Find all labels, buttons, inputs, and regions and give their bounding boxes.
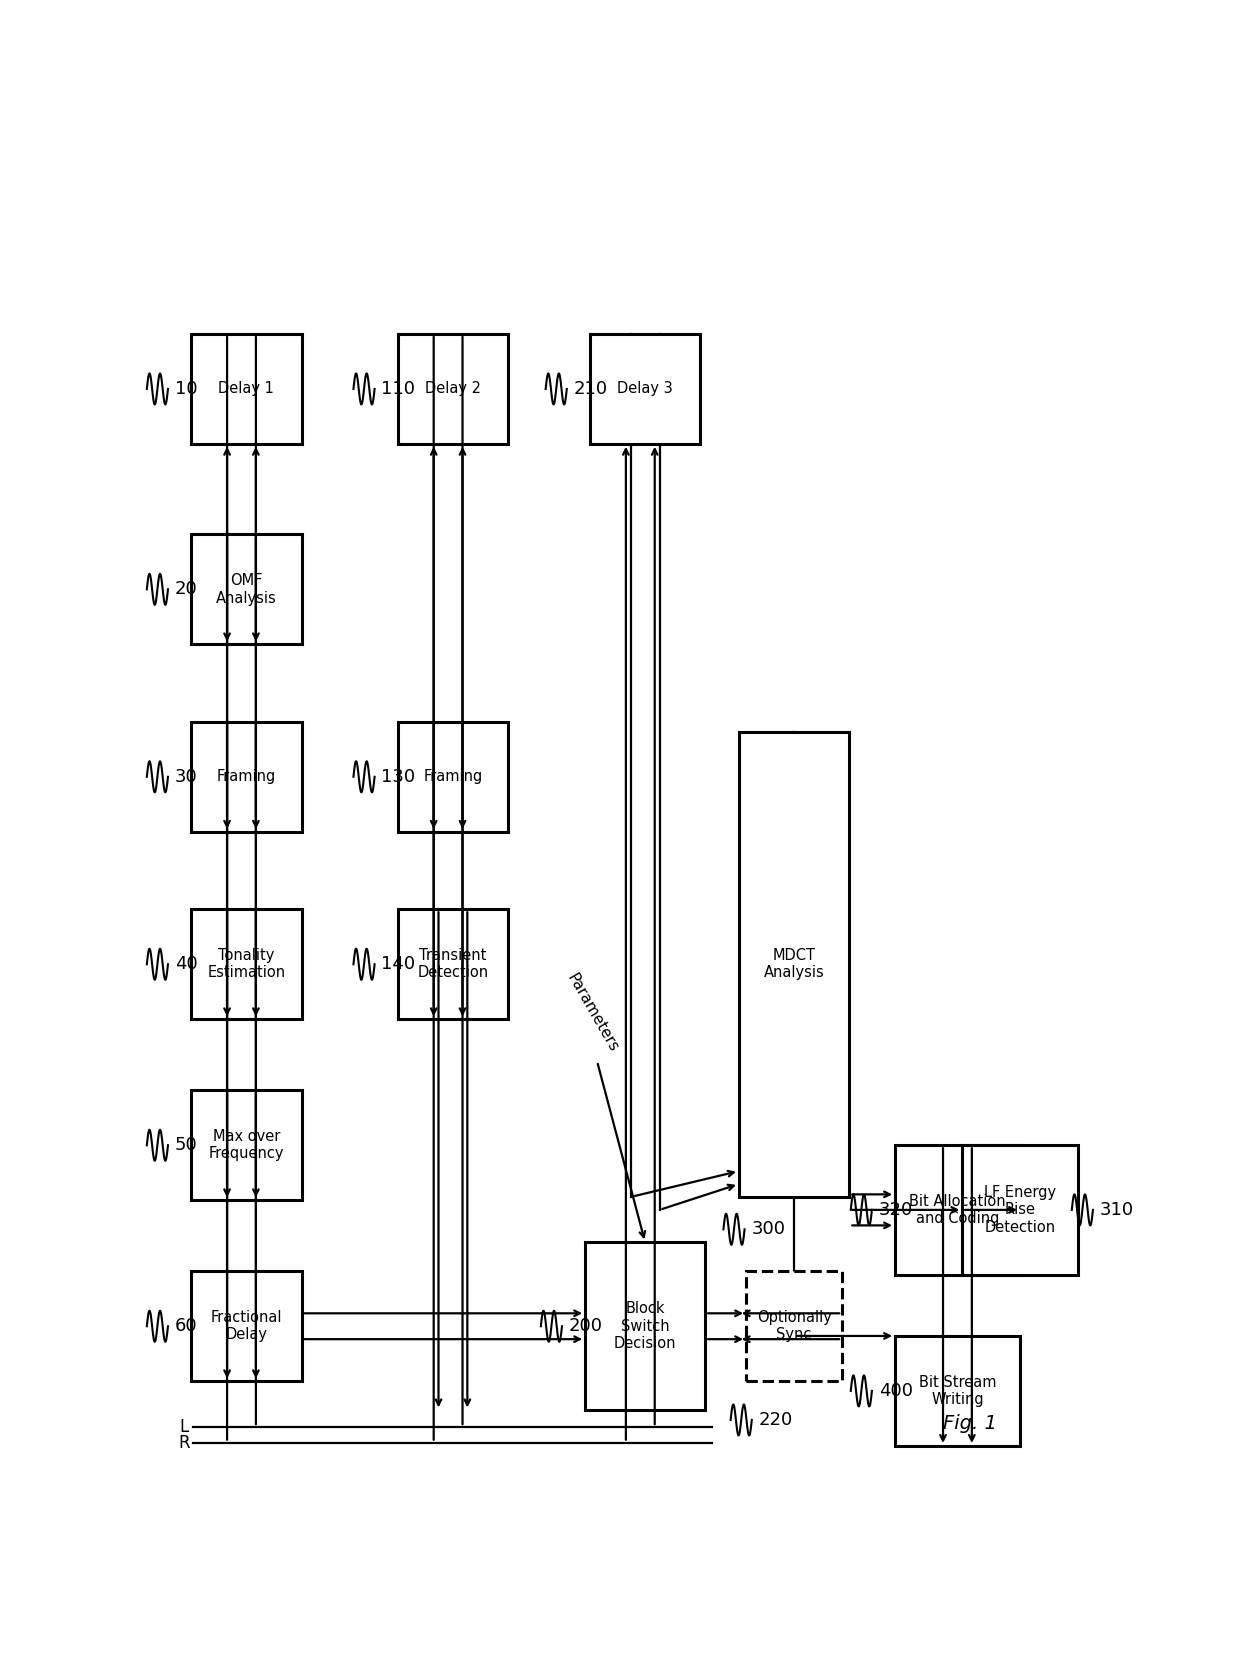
Text: 310: 310 xyxy=(1100,1200,1133,1219)
Text: 210: 210 xyxy=(574,379,608,398)
Text: Block
Switch
Decision: Block Switch Decision xyxy=(614,1301,676,1352)
Text: Max over
Frequency: Max over Frequency xyxy=(208,1128,284,1162)
Text: 400: 400 xyxy=(879,1382,913,1400)
FancyBboxPatch shape xyxy=(398,722,508,831)
Text: 20: 20 xyxy=(175,581,197,598)
FancyBboxPatch shape xyxy=(191,334,301,443)
Text: 130: 130 xyxy=(382,767,415,786)
Text: L: L xyxy=(180,1419,188,1436)
FancyBboxPatch shape xyxy=(739,732,849,1197)
Text: Transient
Detection: Transient Detection xyxy=(418,949,489,981)
FancyBboxPatch shape xyxy=(746,1271,842,1382)
Text: Parameters: Parameters xyxy=(564,970,621,1054)
Text: Tonality
Estimation: Tonality Estimation xyxy=(207,949,285,981)
Text: R: R xyxy=(179,1434,190,1452)
Text: 300: 300 xyxy=(751,1221,785,1239)
FancyBboxPatch shape xyxy=(895,1145,1019,1274)
FancyBboxPatch shape xyxy=(191,1090,301,1200)
FancyBboxPatch shape xyxy=(398,910,508,1019)
FancyBboxPatch shape xyxy=(191,722,301,831)
Text: 320: 320 xyxy=(879,1200,913,1219)
Text: LF Energy
Rise
Detection: LF Energy Rise Detection xyxy=(983,1185,1056,1234)
Text: 60: 60 xyxy=(175,1318,197,1335)
FancyBboxPatch shape xyxy=(585,1242,706,1410)
Text: 50: 50 xyxy=(175,1137,197,1153)
Text: 40: 40 xyxy=(175,955,197,974)
Text: 110: 110 xyxy=(382,379,415,398)
Text: Delay 2: Delay 2 xyxy=(425,381,481,396)
Text: 200: 200 xyxy=(569,1318,603,1335)
Text: MDCT
Analysis: MDCT Analysis xyxy=(764,949,825,981)
FancyBboxPatch shape xyxy=(398,334,508,443)
Text: OMF
Analysis: OMF Analysis xyxy=(216,573,277,606)
FancyBboxPatch shape xyxy=(191,910,301,1019)
Text: 10: 10 xyxy=(175,379,197,398)
Text: 30: 30 xyxy=(175,767,197,786)
Text: 220: 220 xyxy=(759,1410,792,1429)
Text: Delay 3: Delay 3 xyxy=(618,381,673,396)
FancyBboxPatch shape xyxy=(590,334,701,443)
Text: Framing: Framing xyxy=(217,769,277,784)
FancyBboxPatch shape xyxy=(895,1336,1019,1446)
FancyBboxPatch shape xyxy=(962,1145,1078,1274)
FancyBboxPatch shape xyxy=(191,534,301,645)
Text: Fractional
Delay: Fractional Delay xyxy=(211,1310,281,1343)
Text: Fig. 1: Fig. 1 xyxy=(942,1414,997,1432)
Text: Optionally
Sync: Optionally Sync xyxy=(756,1310,832,1343)
FancyBboxPatch shape xyxy=(191,1271,301,1382)
Text: Bit Allocation
and Coding: Bit Allocation and Coding xyxy=(909,1194,1006,1226)
Text: Bit Stream
Writing: Bit Stream Writing xyxy=(919,1375,996,1407)
Text: Delay 1: Delay 1 xyxy=(218,381,274,396)
Text: 140: 140 xyxy=(382,955,415,974)
Text: Framing: Framing xyxy=(423,769,482,784)
